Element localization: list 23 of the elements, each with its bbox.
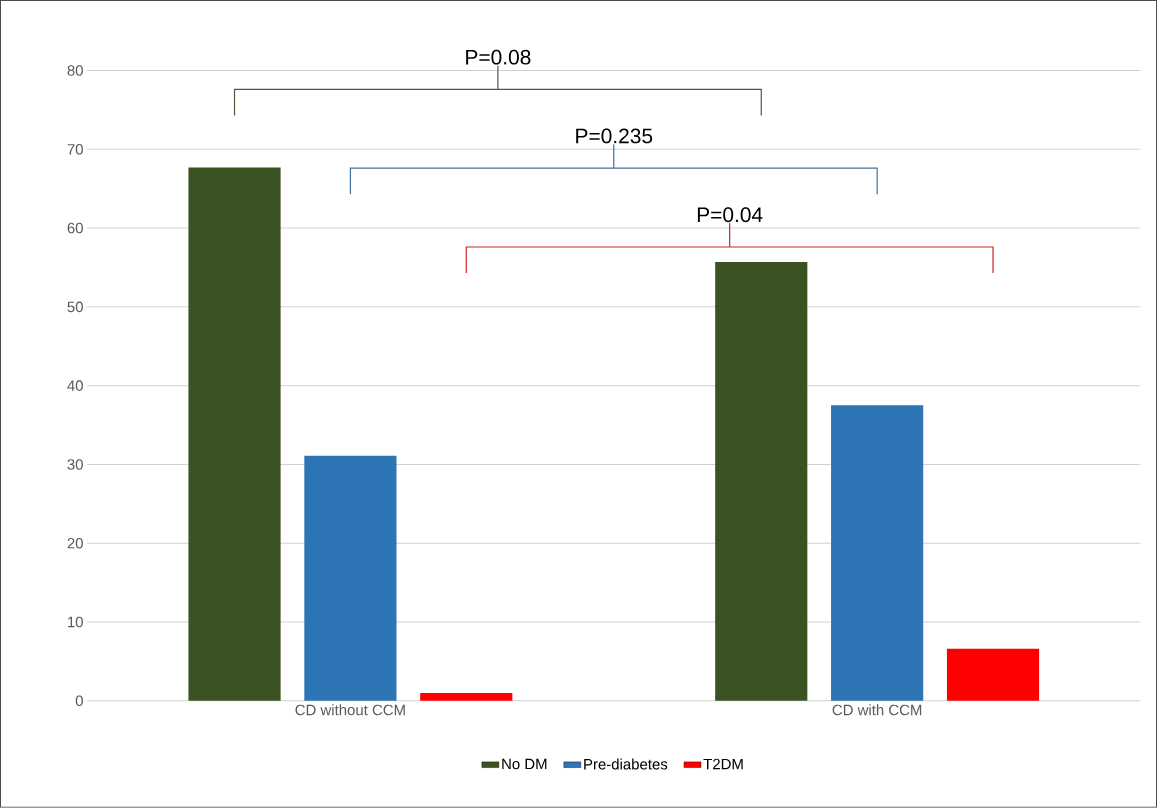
bar xyxy=(420,692,513,701)
bar xyxy=(188,167,281,701)
annotation: P=0.04 xyxy=(697,207,763,223)
y-tick-label: 10 xyxy=(68,616,83,628)
y-tick-label: 0 xyxy=(75,695,83,707)
text: P=0.08 xyxy=(466,49,531,65)
x-tick-label: CD without CCM xyxy=(295,704,405,716)
bar xyxy=(304,455,397,701)
legend-label: Pre-diabetes xyxy=(584,758,668,770)
bar xyxy=(946,648,1040,701)
y-tick-label: 30 xyxy=(67,459,83,470)
bar xyxy=(715,262,808,701)
y-tick-label: 80 xyxy=(67,65,83,76)
y-tick-label: 40 xyxy=(67,380,83,392)
annotation: P=0.235 xyxy=(576,128,653,144)
y-tick-label: 70 xyxy=(67,144,83,155)
y-tick-label: 20 xyxy=(67,538,83,549)
y-tick-label: 50 xyxy=(67,301,83,313)
legend-label: T2DM xyxy=(703,758,743,770)
legend-label: No DM xyxy=(502,758,547,770)
x-tick-label: CD with CCM xyxy=(832,704,922,716)
y-tick-label: 60 xyxy=(67,222,83,234)
bar xyxy=(831,405,924,701)
